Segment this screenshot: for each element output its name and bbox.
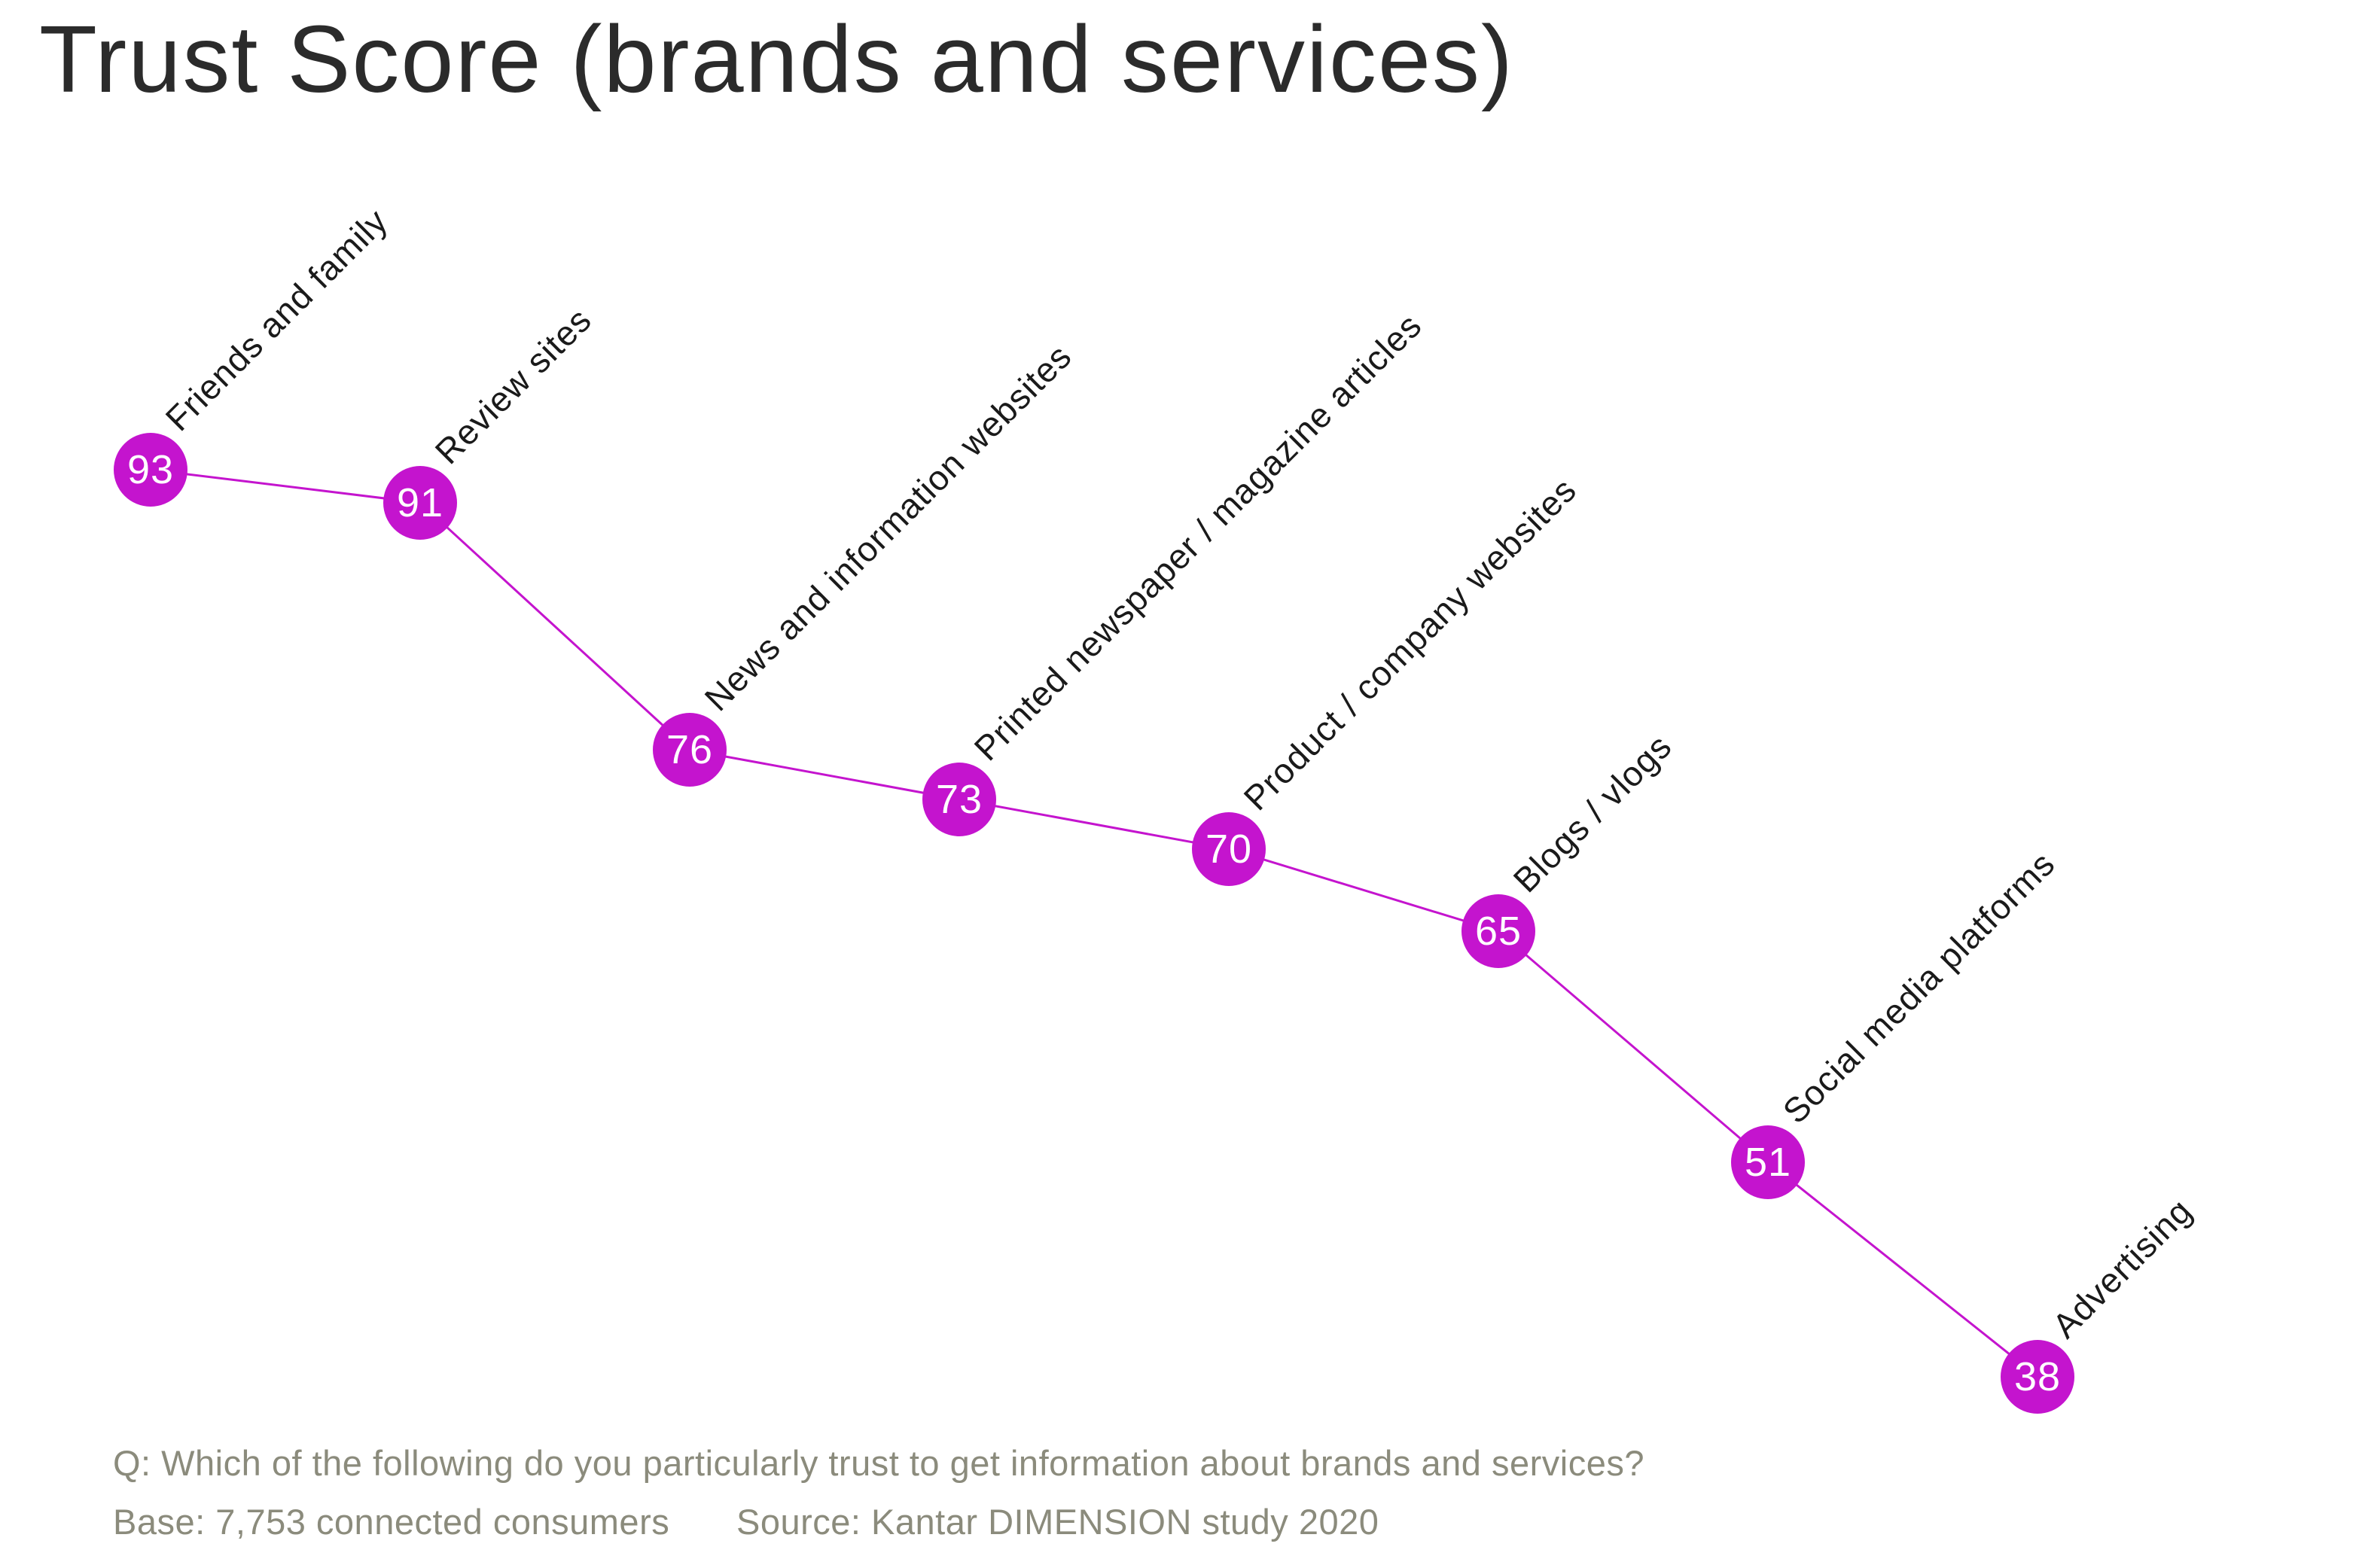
data-point-value: 76 bbox=[666, 727, 714, 773]
data-point-marker: 51 bbox=[1731, 1125, 1805, 1199]
data-point-marker: 73 bbox=[922, 763, 996, 836]
data-point-marker: 93 bbox=[114, 433, 187, 507]
data-point-value: 38 bbox=[2013, 1353, 2062, 1399]
data-point-marker: 65 bbox=[1461, 894, 1535, 969]
data-point-value: 65 bbox=[1474, 909, 1522, 955]
chart-title: Trust Score (brands and services) bbox=[39, 6, 1515, 112]
data-point-value: 73 bbox=[935, 777, 983, 822]
data-point-value: 70 bbox=[1205, 826, 1253, 872]
footnote-question: Q: Which of the following do you particu… bbox=[113, 1443, 1644, 1483]
data-point-marker: 76 bbox=[653, 713, 727, 787]
data-point-value: 91 bbox=[396, 480, 444, 525]
trend-line bbox=[150, 468, 2038, 1378]
data-point-marker: 70 bbox=[1192, 811, 1266, 886]
data-point-value: 51 bbox=[1744, 1139, 1792, 1185]
data-point-marker: 38 bbox=[2001, 1339, 2074, 1414]
footnote-base: Base: 7,753 connected consumers bbox=[113, 1502, 670, 1542]
data-point-value: 93 bbox=[126, 447, 175, 492]
data-point-marker: 91 bbox=[383, 465, 457, 540]
footnote-source: Source: Kantar DIMENSION study 2020 bbox=[736, 1502, 1379, 1542]
